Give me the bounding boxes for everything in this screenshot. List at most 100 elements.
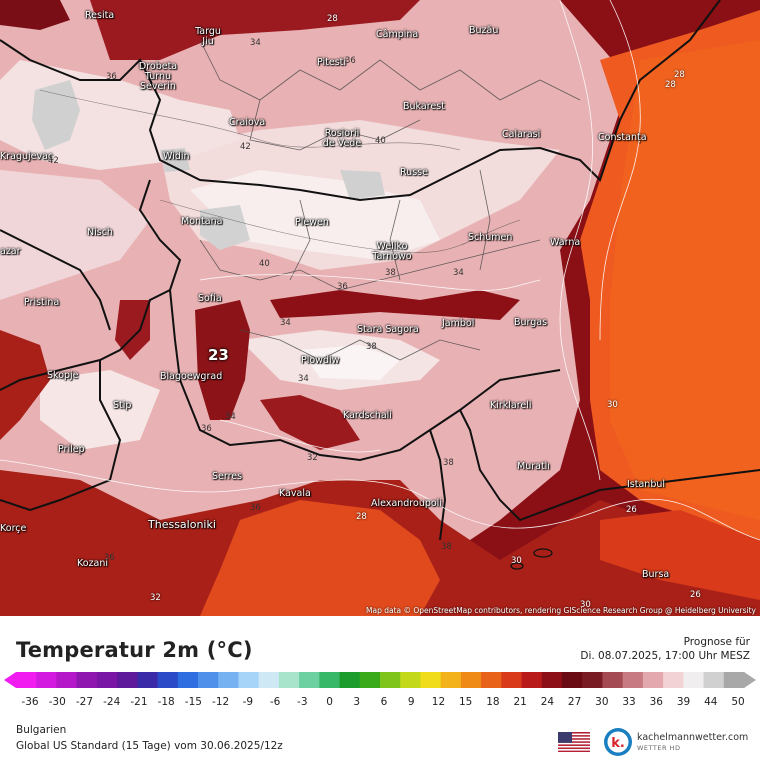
city-label: Plowdiw [301,355,340,366]
colorbar-segment [96,672,118,688]
contour-label: 32 [150,593,161,603]
colorbar-segment [117,672,138,688]
colorbar-segment [16,672,37,688]
city-label: Schumen [468,232,513,243]
contour-label: 34 [298,374,309,384]
colorbar-segment [218,672,240,688]
city-label: Nisch [87,227,113,238]
contour-label: 40 [259,259,270,269]
colorbar-tick-label: 30 [595,696,609,708]
us-flag-icon[interactable] [558,732,590,752]
colorbar-segment [319,672,341,688]
city-label: Russe [400,167,428,178]
city-label: Alexandroupoli [371,498,442,509]
city-label: Montana [181,216,223,227]
contour-label: 36 [201,424,212,434]
contour-label: 38 [385,268,396,278]
colorbar-tick-label: 15 [459,696,473,708]
contour-label: 28 [356,512,367,522]
colorbar-segment [602,672,624,688]
contour-label: 38 [441,542,452,552]
city-label: Weliko Tarnowo [372,241,412,262]
colorbar-segment [663,672,684,688]
colorbar-segment [198,672,219,688]
colorbar-tick-label: 39 [676,696,691,708]
colorbar-segment [380,672,401,688]
contour-label: 36 [106,72,117,82]
colorbar-tick-label: -18 [157,696,175,708]
brand-name[interactable]: kachelmannwetter.com [637,732,749,743]
colorbar-segment [299,672,320,688]
contour-label: 36 [104,553,115,563]
svg-text:k.: k. [611,736,625,751]
colorbar-segment [278,672,300,688]
colorbar-segment [36,672,58,688]
model-info: Global US Standard (15 Tage) vom 30.06.2… [16,740,283,752]
forecast-date: Di. 08.07.2025, 17:00 Uhr MESZ [580,650,750,662]
city-label: Kirklareli [490,400,532,411]
city-label: Korçe [0,523,27,534]
colorbar-tick-label: 24 [540,696,555,708]
city-label: Istanbul [627,479,666,490]
colorbar-tick-label: 21 [513,696,527,708]
city-label: Bursa [642,569,670,580]
colorbar-segment [642,672,664,688]
kachelmann-logo-icon[interactable]: k. [603,727,633,757]
city-label: Sofia [198,293,222,304]
colorbar-segment [400,672,422,688]
colorbar-segment [76,672,98,688]
colorbar-arrow-left [4,672,16,688]
city-label: Stara Sagora [357,324,419,335]
colorbar-segment [481,672,502,688]
contour-label: 28 [665,80,676,90]
colorbar-ticks: -36 -30 -27 -24 -21 -18 -15 -12 -9 -6 -3 0 3 6 9 12 15 18… [0,696,760,710]
colorbar-segment [258,672,280,688]
region-label: Bulgarien [16,724,67,736]
colorbar-segment [521,672,543,688]
colorbar-segment [177,672,199,688]
contour-label: 34 [250,38,261,48]
city-label: Serres [212,471,243,482]
colorbar-segment [562,672,583,688]
city-label: Pitesti [317,57,347,68]
contour-label: 28 [674,70,685,80]
colorbar-segment [359,672,381,688]
city-label: Câmpina [376,29,419,40]
colorbar-segment [723,672,745,688]
colorbar-tick-label: -27 [75,696,94,708]
colorbar-tick-label: 36 [649,696,663,708]
colorbar-tick-label: 18 [486,696,500,708]
contour-label: 38 [366,342,377,352]
colorbar-segment [440,672,462,688]
colorbar-tick-label: 50 [731,696,745,708]
contour-label: 26 [626,505,637,515]
colorbar-tick-label: 12 [431,696,446,708]
contour-label: 36 [337,282,348,292]
temperature-field [0,0,760,616]
colorbar-segment [622,672,644,688]
colorbar-tick-label: -30 [48,696,66,708]
city-label: Widin [163,151,190,162]
colorbar-segment [238,672,260,688]
colorbar-segment [137,672,159,688]
city-label: Drobeta Turnu Severin [138,61,178,92]
chart-title: Temperatur 2m (°C) [16,638,253,662]
city-label: Kragujevac [0,151,54,162]
colorbar-segment [56,672,78,688]
colorbar-tick-label: 44 [704,696,718,708]
city-label: Prilep [58,444,85,455]
city-label: Bukarest [403,101,445,112]
colorbar-tick-label: -24 [103,696,121,708]
map-attribution: Map data © OpenStreetMap contributors, r… [366,606,756,615]
city-label: Pristina [24,297,60,308]
colorbar-segment [683,672,705,688]
colorbar-segment [501,672,523,688]
city-label: Kavala [279,488,311,499]
colorbar-segment [460,672,482,688]
colorbar-tick-label: -6 [269,696,281,708]
city-label: azar [0,246,21,257]
colorbar-segment [339,672,361,688]
colorbar-tick-label: -21 [130,696,148,708]
colorbar-tick-label: -9 [242,696,254,708]
city-label: Burgas [514,317,548,328]
